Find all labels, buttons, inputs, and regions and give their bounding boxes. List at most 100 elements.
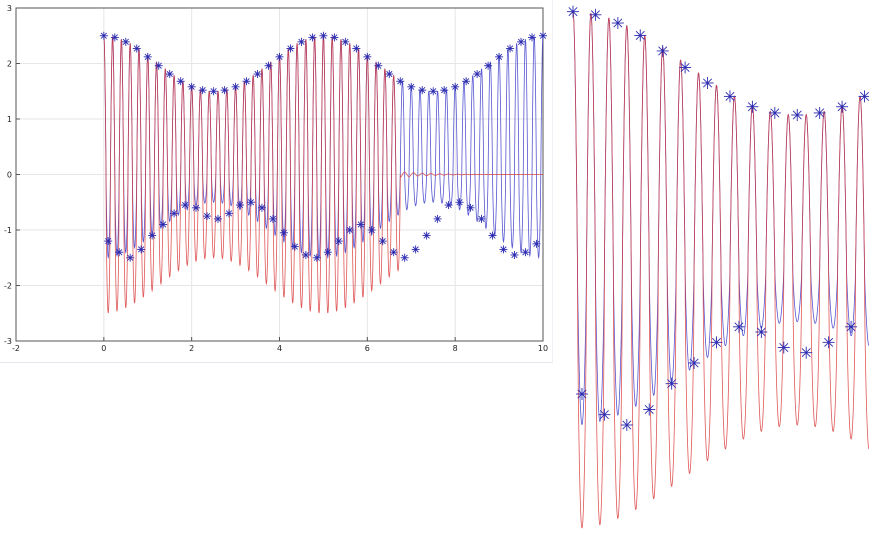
star-marker bbox=[308, 33, 317, 42]
star-marker bbox=[746, 100, 759, 113]
star-marker bbox=[620, 419, 633, 431]
star-marker bbox=[813, 106, 826, 119]
y-tick-label: -3 bbox=[4, 337, 12, 346]
zoom-chart bbox=[567, 5, 869, 529]
star-marker bbox=[845, 320, 858, 333]
star-marker bbox=[858, 90, 869, 103]
star-marker bbox=[209, 87, 218, 96]
star-marker bbox=[110, 33, 119, 42]
star-marker bbox=[275, 52, 284, 61]
star-marker bbox=[710, 336, 723, 349]
y-tick-label: 0 bbox=[7, 171, 12, 180]
star-marker bbox=[800, 346, 813, 359]
model-line bbox=[572, 11, 869, 426]
star-marker bbox=[656, 44, 669, 57]
star-marker bbox=[323, 248, 332, 257]
star-marker bbox=[319, 31, 328, 40]
star-marker bbox=[159, 220, 168, 229]
x-tick-label: 2 bbox=[189, 344, 194, 353]
star-marker bbox=[411, 245, 420, 254]
star-marker bbox=[257, 203, 266, 212]
star-marker bbox=[214, 214, 223, 223]
star-marker bbox=[378, 237, 387, 246]
star-marker bbox=[488, 231, 497, 240]
star-marker bbox=[115, 248, 124, 257]
star-marker bbox=[528, 33, 537, 42]
x-tick-label: 4 bbox=[277, 344, 282, 353]
star-marker bbox=[264, 61, 273, 70]
y-tick-label: 1 bbox=[7, 115, 12, 124]
model-line bbox=[103, 35, 544, 260]
star-marker bbox=[203, 212, 212, 221]
star-marker bbox=[312, 253, 321, 262]
main-chart-panel: -2 0 2 4 6 8 10 -3 -2 -1 0 1 2 3 bbox=[0, 0, 553, 363]
star-marker bbox=[279, 228, 288, 237]
star-marker bbox=[598, 408, 611, 421]
star-marker bbox=[462, 77, 471, 86]
star-marker bbox=[187, 82, 196, 91]
star-marker bbox=[363, 52, 372, 61]
star-marker bbox=[451, 82, 460, 91]
x-tick-label: 8 bbox=[453, 344, 458, 353]
star-marker bbox=[268, 214, 277, 223]
star-marker bbox=[148, 231, 157, 240]
star-marker bbox=[422, 231, 431, 240]
star-marker bbox=[104, 237, 113, 246]
star-marker bbox=[506, 44, 515, 53]
star-marker bbox=[517, 37, 526, 46]
star-marker bbox=[532, 239, 541, 248]
star-marker bbox=[341, 37, 350, 46]
star-marker bbox=[220, 86, 229, 95]
y-tick-label: -1 bbox=[4, 226, 12, 235]
star-marker bbox=[679, 61, 692, 74]
x-tick-label: -2 bbox=[12, 344, 20, 353]
star-marker bbox=[301, 250, 310, 259]
star-marker bbox=[231, 82, 240, 91]
star-marker bbox=[242, 77, 251, 86]
star-marker bbox=[643, 403, 656, 416]
star-marker bbox=[499, 245, 508, 254]
zoom-chart-panel bbox=[553, 0, 869, 534]
star-marker bbox=[688, 357, 701, 369]
star-marker bbox=[290, 242, 299, 251]
y-tick-label: 3 bbox=[7, 4, 12, 13]
y-tick-label: 2 bbox=[7, 60, 12, 69]
star-marker bbox=[429, 87, 438, 96]
star-marker bbox=[768, 106, 781, 119]
star-marker bbox=[455, 198, 464, 207]
star-marker bbox=[477, 214, 486, 223]
star-marker bbox=[165, 70, 174, 79]
star-marker bbox=[137, 245, 146, 254]
star-marker bbox=[418, 86, 427, 95]
star-marker bbox=[791, 109, 804, 121]
star-marker bbox=[732, 320, 745, 333]
star-marker bbox=[121, 37, 130, 46]
star-marker bbox=[822, 336, 835, 349]
star-marker bbox=[634, 29, 647, 42]
star-marker bbox=[521, 248, 530, 257]
star-marker bbox=[99, 31, 108, 40]
star-marker bbox=[286, 44, 295, 53]
star-marker bbox=[181, 201, 190, 210]
x-tick-label: 6 bbox=[365, 344, 370, 353]
star-marker bbox=[374, 61, 383, 70]
star-marker bbox=[407, 82, 416, 91]
star-marker bbox=[253, 70, 262, 79]
star-marker bbox=[356, 220, 365, 229]
star-marker bbox=[665, 377, 678, 390]
star-marker bbox=[389, 248, 398, 257]
star-marker bbox=[170, 209, 179, 218]
star-marker bbox=[192, 203, 201, 212]
star-marker bbox=[235, 201, 244, 210]
star-marker bbox=[701, 76, 714, 89]
star-marker bbox=[466, 203, 475, 212]
star-marker bbox=[132, 44, 141, 53]
star-marker bbox=[484, 61, 493, 70]
star-marker bbox=[440, 86, 449, 95]
star-marker bbox=[297, 37, 306, 46]
star-marker bbox=[433, 214, 442, 223]
star-marker bbox=[367, 226, 376, 234]
star-marker bbox=[495, 52, 504, 61]
star-marker bbox=[334, 237, 343, 246]
